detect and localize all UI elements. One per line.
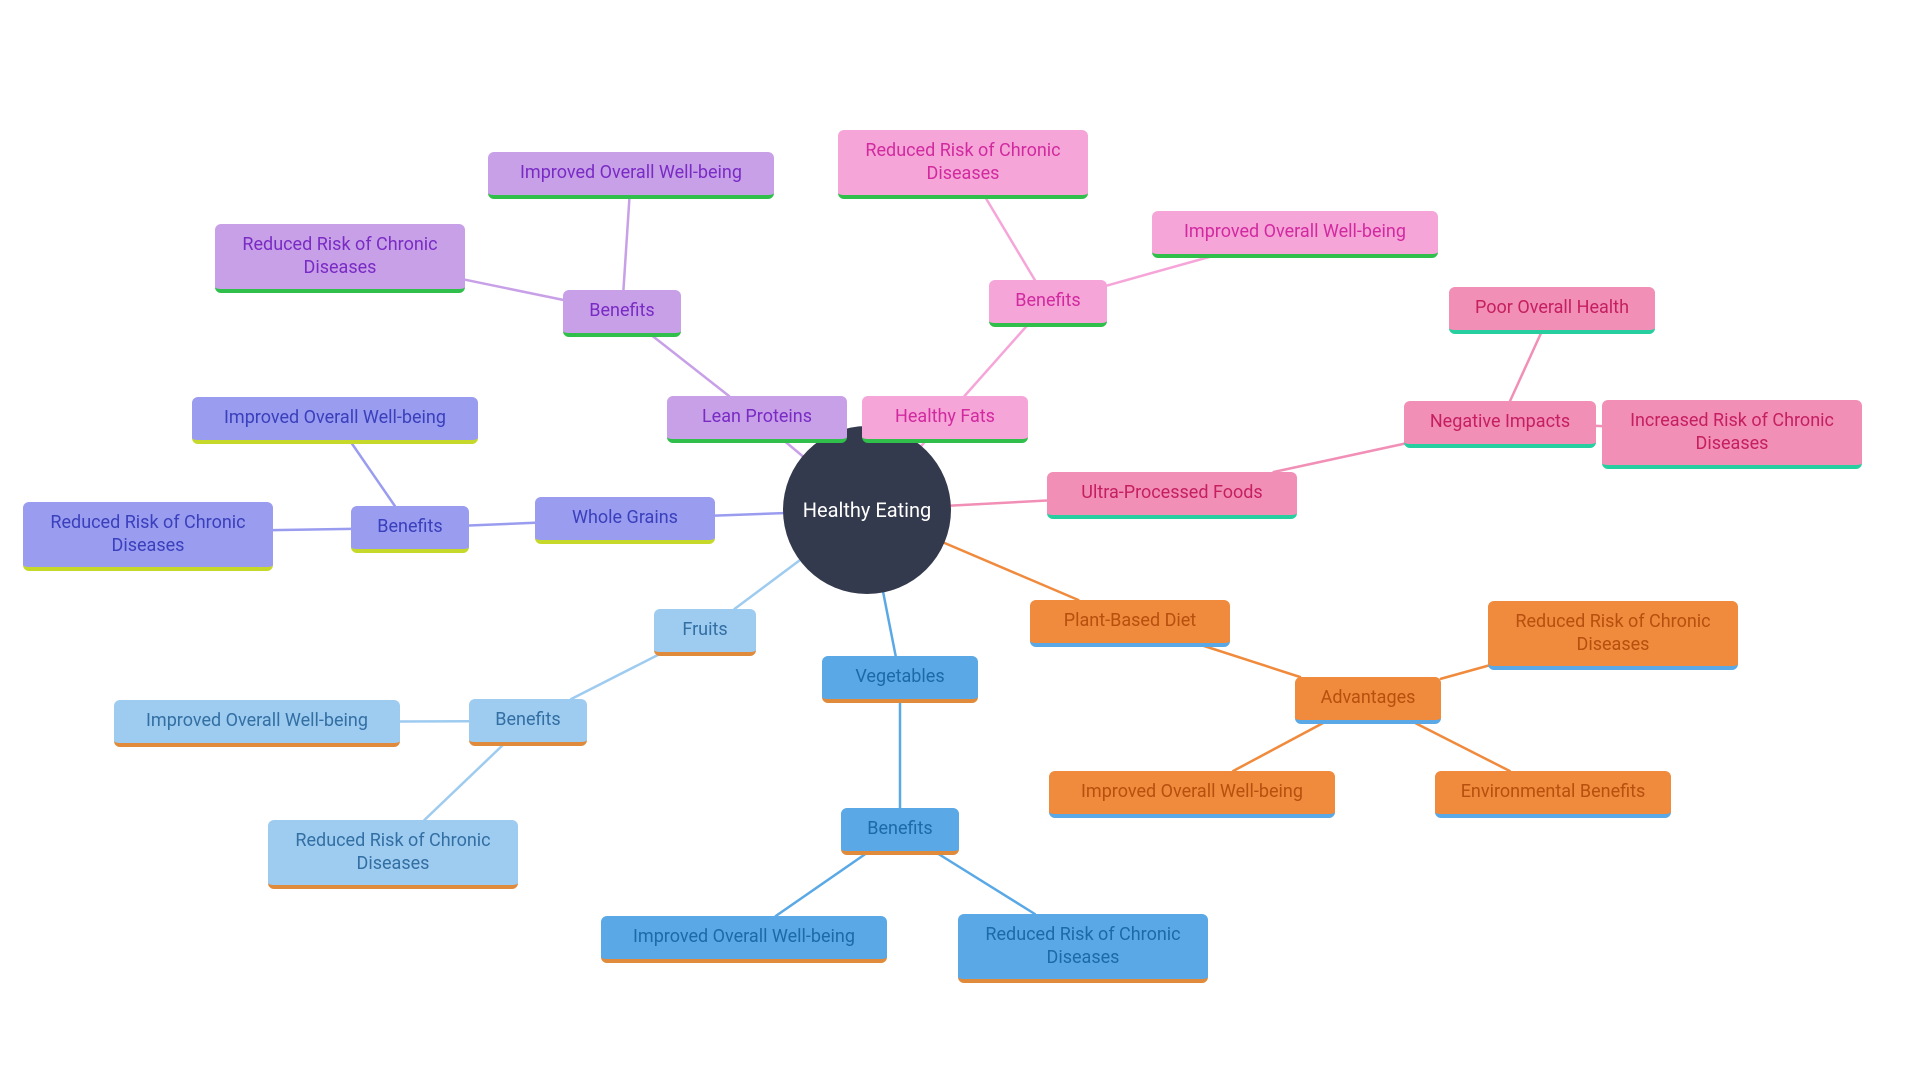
- mindmap-node-label: Benefits: [589, 300, 654, 323]
- mindmap-node-fr_b2: Reduced Risk of Chronic Diseases: [268, 820, 518, 889]
- mindmap-node-label: Reduced Risk of Chronic Diseases: [286, 830, 500, 875]
- mindmap-node-lp_b: Benefits: [563, 290, 681, 337]
- mindmap-node-label: Poor Overall Health: [1475, 297, 1629, 320]
- mindmap-node-pbd_a2: Environmental Benefits: [1435, 771, 1671, 818]
- edge-pbd_a-pbd_a2: [1411, 721, 1509, 771]
- edge-pbd_a-pbd_a3: [1233, 721, 1327, 771]
- edge-fr_b-fr_b2: [424, 743, 505, 820]
- mindmap-node-lp_b2: Reduced Risk of Chronic Diseases: [215, 224, 465, 293]
- mindmap-node-label: Ultra-Processed Foods: [1081, 482, 1262, 505]
- mindmap-node-wg_b: Benefits: [351, 506, 469, 553]
- mindmap-node-veg_b2: Reduced Risk of Chronic Diseases: [958, 914, 1208, 983]
- mindmap-node-pbd_a3: Improved Overall Well-being: [1049, 771, 1335, 818]
- mindmap-node-label: Healthy Fats: [895, 406, 995, 429]
- mindmap-node-label: Negative Impacts: [1430, 411, 1570, 434]
- mindmap-node-label: Vegetables: [855, 666, 944, 689]
- mindmap-node-label: Improved Overall Well-being: [1184, 221, 1406, 244]
- mindmap-node-label: Whole Grains: [572, 507, 678, 530]
- mindmap-node-wg_b2: Reduced Risk of Chronic Diseases: [23, 502, 273, 571]
- edge-wg_b-wg_b2: [273, 529, 351, 530]
- mindmap-node-veg_b: Benefits: [841, 808, 959, 855]
- mindmap-node-label: Fruits: [682, 619, 727, 642]
- mindmap-node-upf_n1: Poor Overall Health: [1449, 287, 1655, 334]
- mindmap-node-pbd_a1: Reduced Risk of Chronic Diseases: [1488, 601, 1738, 670]
- mindmap-node-label: Lean Proteins: [702, 406, 812, 429]
- mindmap-node-pbd_a: Advantages: [1295, 677, 1441, 724]
- mindmap-node-veg_b1: Improved Overall Well-being: [601, 916, 887, 963]
- edge-center-wg: [715, 513, 783, 516]
- edge-wg-wg_b: [469, 523, 535, 526]
- mindmap-node-wg_b1: Improved Overall Well-being: [192, 397, 478, 444]
- mindmap-node-label: Advantages: [1321, 687, 1416, 710]
- mindmap-node-hf_b1: Reduced Risk of Chronic Diseases: [838, 130, 1088, 199]
- mindmap-node-upf_n: Negative Impacts: [1404, 401, 1596, 448]
- mindmap-node-label: Reduced Risk of Chronic Diseases: [856, 140, 1070, 185]
- center-node: Healthy Eating: [783, 426, 951, 594]
- edge-fr-fr_b: [571, 653, 661, 699]
- edge-center-upf: [951, 501, 1047, 506]
- mindmap-node-label: Environmental Benefits: [1461, 781, 1646, 804]
- mindmap-node-lp_b1: Improved Overall Well-being: [488, 152, 774, 199]
- mindmap-node-label: Improved Overall Well-being: [224, 407, 446, 430]
- mindmap-node-label: Benefits: [495, 709, 560, 732]
- mindmap-node-label: Benefits: [377, 516, 442, 539]
- mindmap-node-label: Reduced Risk of Chronic Diseases: [41, 512, 255, 557]
- mindmap-node-upf: Ultra-Processed Foods: [1047, 472, 1297, 519]
- mindmap-node-label: Improved Overall Well-being: [520, 162, 742, 185]
- edge-lp_b-lp_b1: [623, 196, 629, 290]
- edge-lp_b-lp_b2: [465, 280, 563, 300]
- edge-hf_b-hf_b1: [981, 190, 1035, 280]
- mindmap-node-hf_b: Benefits: [989, 280, 1107, 327]
- mindmap-canvas: Healthy Eating Whole Grains Benefits Improv…: [0, 0, 1920, 1080]
- mindmap-node-lp: Lean Proteins: [667, 396, 847, 443]
- edge-veg_b-veg_b2: [935, 852, 1035, 914]
- edge-upf-upf_n: [1274, 444, 1404, 472]
- edge-center-veg: [883, 592, 895, 656]
- mindmap-node-label: Benefits: [1015, 290, 1080, 313]
- mindmap-node-fr: Fruits: [654, 609, 756, 656]
- mindmap-node-label: Reduced Risk of Chronic Diseases: [233, 234, 447, 279]
- mindmap-node-hf_b2: Improved Overall Well-being: [1152, 211, 1438, 258]
- edge-center-pbd: [944, 543, 1078, 600]
- edge-center-fr: [734, 560, 799, 609]
- edge-lp-lp_b: [650, 334, 729, 396]
- mindmap-node-label: Benefits: [867, 818, 932, 841]
- mindmap-node-pbd: Plant-Based Diet: [1030, 600, 1230, 647]
- edge-pbd-pbd_a: [1198, 644, 1300, 677]
- mindmap-node-hf: Healthy Fats: [862, 396, 1028, 443]
- edge-hf_b-hf_b2: [1107, 255, 1216, 286]
- mindmap-node-label: Reduced Risk of Chronic Diseases: [976, 924, 1190, 969]
- mindmap-node-wg: Whole Grains: [535, 497, 715, 544]
- mindmap-node-label: Improved Overall Well-being: [146, 710, 368, 733]
- mindmap-node-label: Improved Overall Well-being: [1081, 781, 1303, 804]
- mindmap-node-label: Plant-Based Diet: [1064, 610, 1196, 633]
- edge-upf_n-upf_n1: [1510, 331, 1542, 401]
- center-node-label: Healthy Eating: [803, 498, 932, 522]
- mindmap-node-fr_b: Benefits: [469, 699, 587, 746]
- edge-veg_b-veg_b1: [776, 852, 868, 916]
- mindmap-node-label: Increased Risk of Chronic Diseases: [1620, 410, 1844, 455]
- mindmap-node-veg: Vegetables: [822, 656, 978, 703]
- edge-wg_b-wg_b1: [350, 441, 395, 506]
- mindmap-node-label: Improved Overall Well-being: [633, 926, 855, 949]
- mindmap-node-upf_n2: Increased Risk of Chronic Diseases: [1602, 400, 1862, 469]
- mindmap-node-fr_b1: Improved Overall Well-being: [114, 700, 400, 747]
- edge-hf-hf_b: [965, 324, 1029, 396]
- mindmap-node-label: Reduced Risk of Chronic Diseases: [1506, 611, 1720, 656]
